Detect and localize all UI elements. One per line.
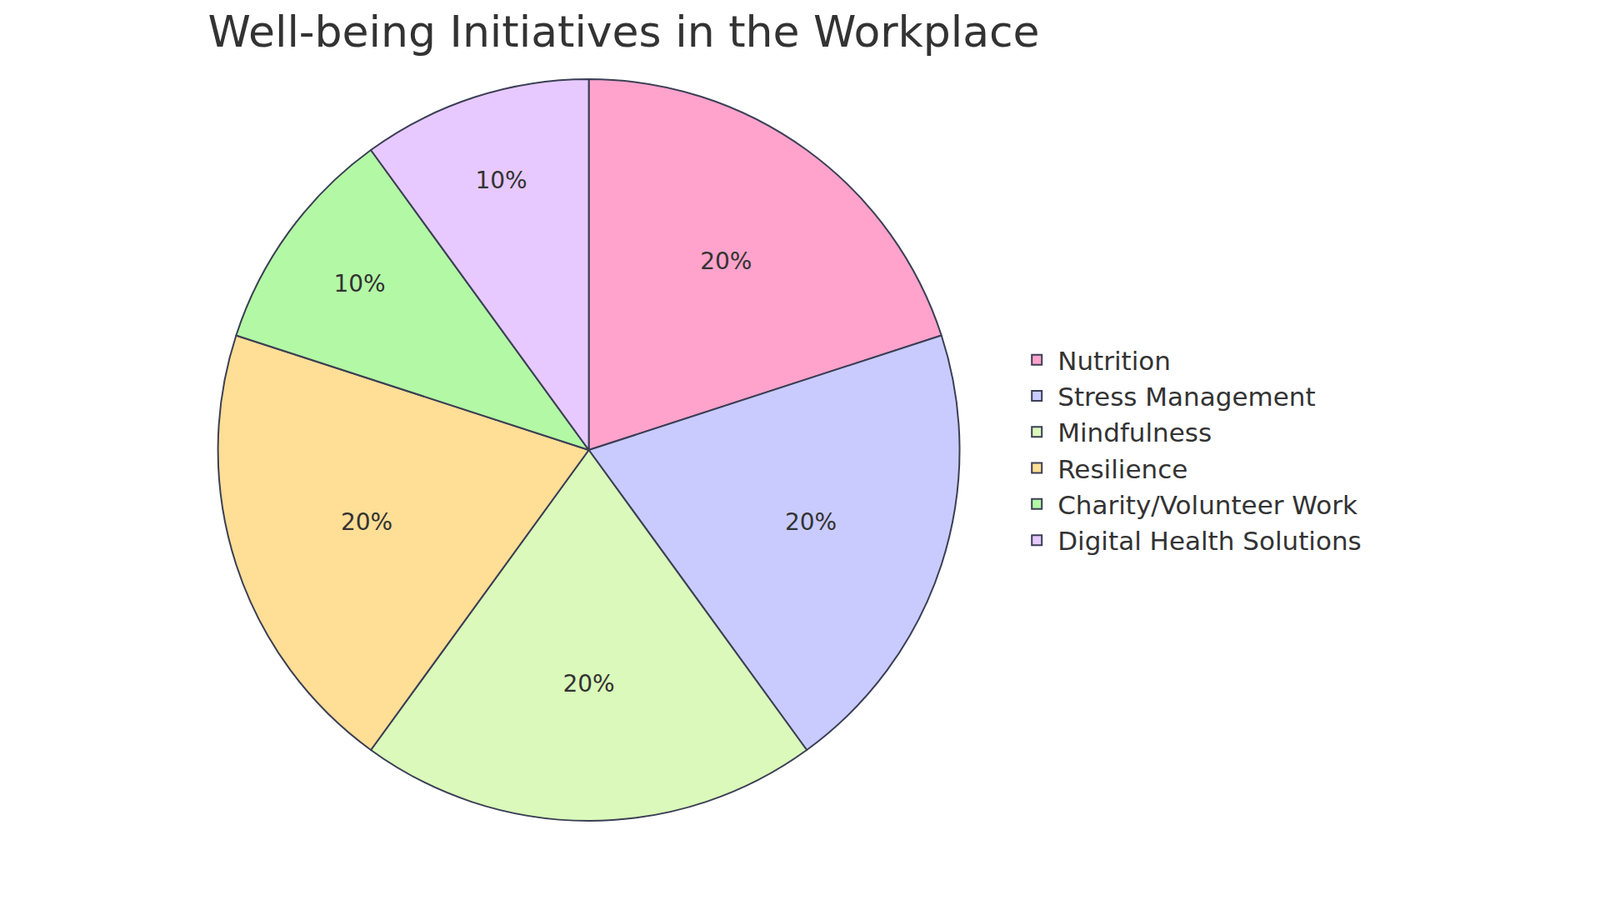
svg-text:Well-being Initiatives in the: Well-being Initiatives in the Workplace	[208, 6, 1040, 57]
svg-text:10%: 10%	[475, 166, 527, 195]
svg-text:Mindfulness: Mindfulness	[1057, 417, 1212, 448]
svg-text:20%: 20%	[785, 508, 837, 536]
svg-text:10%: 10%	[333, 270, 385, 298]
svg-text:20%: 20%	[700, 247, 752, 275]
svg-text:20%: 20%	[562, 670, 615, 698]
svg-text:Charity/Volunteer Work: Charity/Volunteer Work	[1057, 490, 1358, 520]
svg-text:Stress Management: Stress Management	[1057, 381, 1315, 412]
svg-text:20%: 20%	[340, 508, 393, 536]
svg-text:Resilience: Resilience	[1057, 454, 1188, 485]
svg-text:Nutrition: Nutrition	[1057, 345, 1171, 376]
svg-text:Digital Health Solutions: Digital Health Solutions	[1057, 525, 1361, 556]
